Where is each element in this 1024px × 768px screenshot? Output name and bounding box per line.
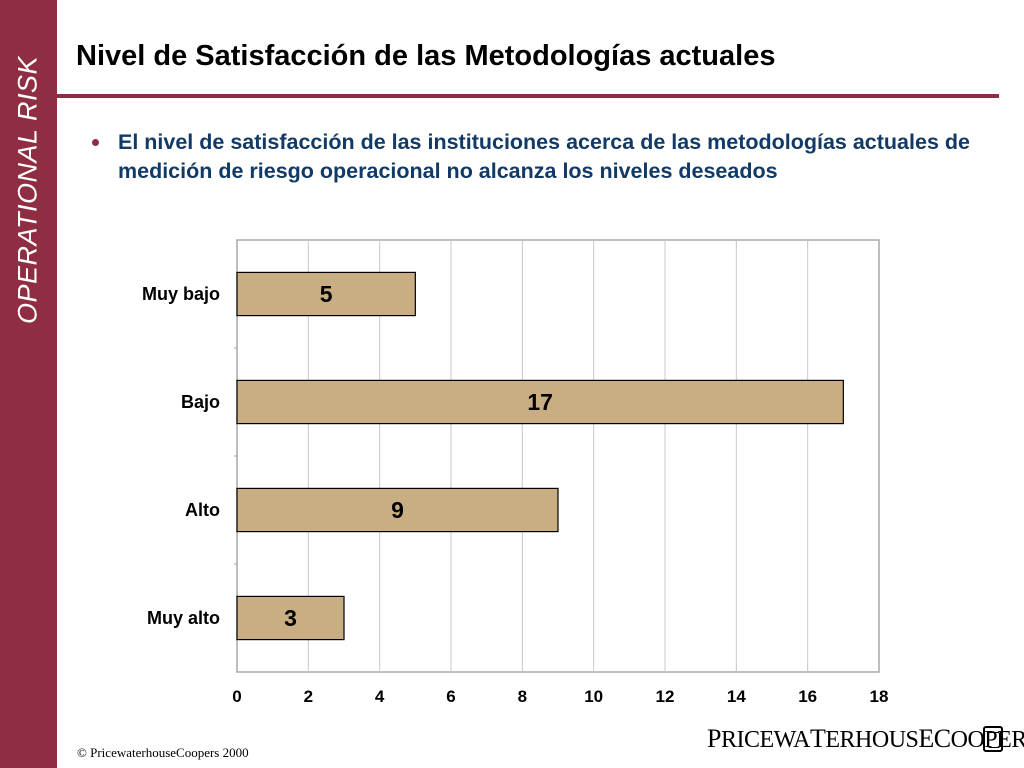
- category-label: Alto: [185, 500, 220, 520]
- x-tick-label: 10: [584, 687, 603, 706]
- bullet-icon: [92, 139, 99, 146]
- copyright-text: © PricewaterhouseCoopers 2000: [77, 745, 249, 760]
- bullet-text: El nivel de satisfacción de las instituc…: [118, 130, 970, 183]
- company-logo: PRICEWATERHOUSECOOPERS: [707, 724, 1024, 753]
- category-label: Muy alto: [147, 608, 220, 628]
- x-tick-label: 2: [304, 687, 313, 706]
- x-tick-label: 6: [446, 687, 455, 706]
- sidebar-band: OPERATIONAL RISK: [0, 0, 57, 768]
- data-label: 3: [284, 605, 297, 631]
- data-label: 9: [391, 497, 404, 523]
- page-title: Nivel de Satisfacción de las Metodología…: [76, 40, 776, 72]
- bar: [236, 271, 416, 317]
- logo-mark-icon: [983, 726, 1003, 752]
- x-tick-label: 12: [656, 687, 675, 706]
- x-tick-label: 18: [870, 687, 889, 706]
- x-tick-label: 14: [727, 687, 746, 706]
- title-divider: [57, 94, 999, 98]
- category-label: Bajo: [181, 392, 220, 412]
- bar: [236, 379, 844, 425]
- category-label: Muy bajo: [142, 284, 220, 304]
- x-tick-label: 4: [375, 687, 385, 706]
- data-label: 5: [320, 281, 333, 307]
- bar: [236, 487, 559, 533]
- bar: [236, 595, 345, 641]
- x-tick-label: 16: [798, 687, 817, 706]
- data-label: 17: [527, 389, 553, 415]
- x-tick-label: 0: [232, 687, 241, 706]
- x-tick-label: 8: [518, 687, 527, 706]
